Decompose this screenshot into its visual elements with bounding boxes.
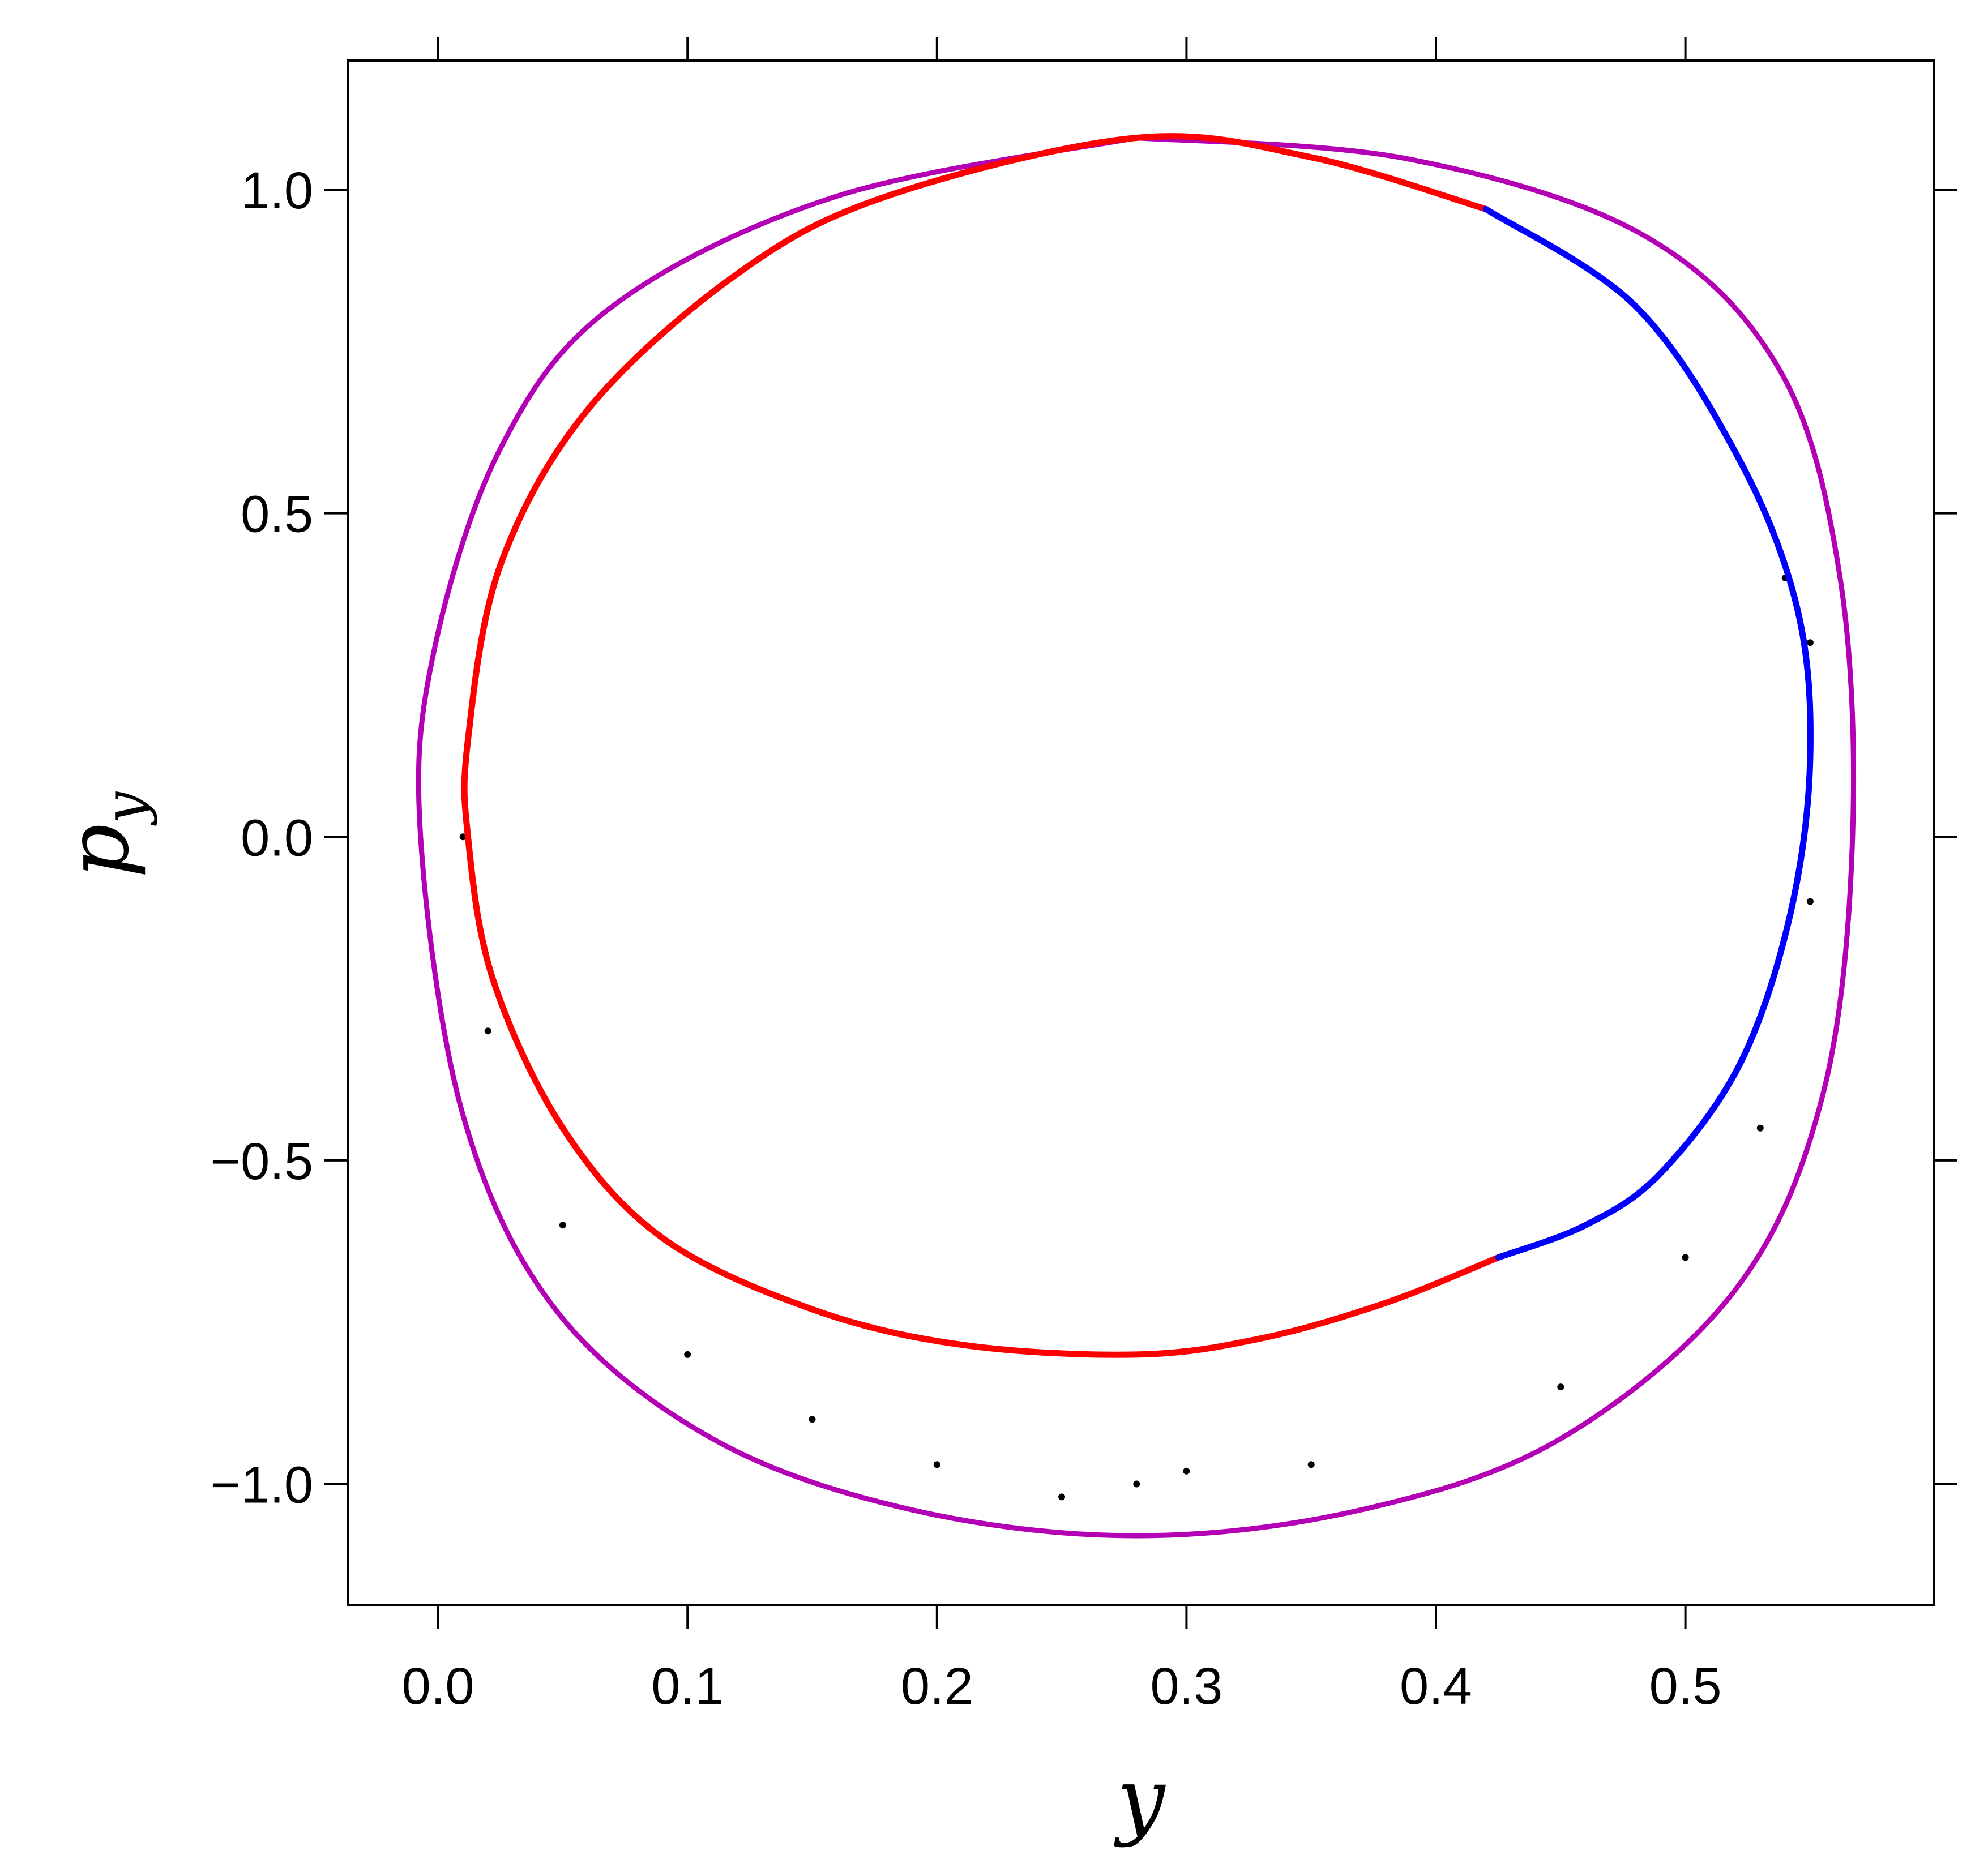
x-tick-label: 0.4 [1400,1657,1472,1715]
curve-inner_red [461,133,1502,1358]
scatter-point [1756,1124,1764,1132]
scatter-point [1557,1383,1564,1391]
y-tick-label: 0.0 [241,809,313,867]
x-tick-label: 0.5 [1649,1657,1722,1715]
scatter-point [809,1416,816,1423]
y-axis-title: py [49,791,158,878]
scatter-point [484,1027,491,1035]
x-tick-label: 0.3 [1150,1657,1222,1715]
y-tick-label: −1.0 [210,1457,313,1514]
y-tick-label: 0.5 [241,486,313,543]
y-tick-label: 1.0 [241,162,313,220]
y-tick-label: −0.5 [210,1133,313,1190]
x-tick-label: 0.0 [402,1657,474,1715]
curves [416,133,1857,1539]
scatter-point [1058,1493,1066,1501]
tick-labels: 0.0 0.1 0.2 0.3 0.4 0.5 1.0 0.5 0.0 −0.5 −1.0 [210,162,1721,1715]
y-axis-title-subscript: y [92,791,158,826]
scatter-point [1682,1254,1689,1261]
x-axis-title: y [1114,1750,1166,1849]
scatter-point [1183,1467,1190,1475]
scatter-point [1307,1461,1315,1468]
scatter-point [1806,639,1814,646]
scatter-point [1806,898,1814,905]
scatter-point [1133,1480,1140,1488]
scatter-point [933,1461,940,1468]
y-axis-title-main: p [49,824,148,878]
scatter-point [684,1351,691,1358]
scatter-points [459,574,1814,1501]
plot-frame [347,59,1935,1606]
x-tick-label: 0.1 [651,1657,724,1715]
ticks [324,37,1957,1629]
x-tick-label: 0.2 [901,1657,973,1715]
curve-boundary [416,135,1857,1539]
scatter-point [559,1222,566,1229]
curve-inner_blue [1482,205,1814,1261]
